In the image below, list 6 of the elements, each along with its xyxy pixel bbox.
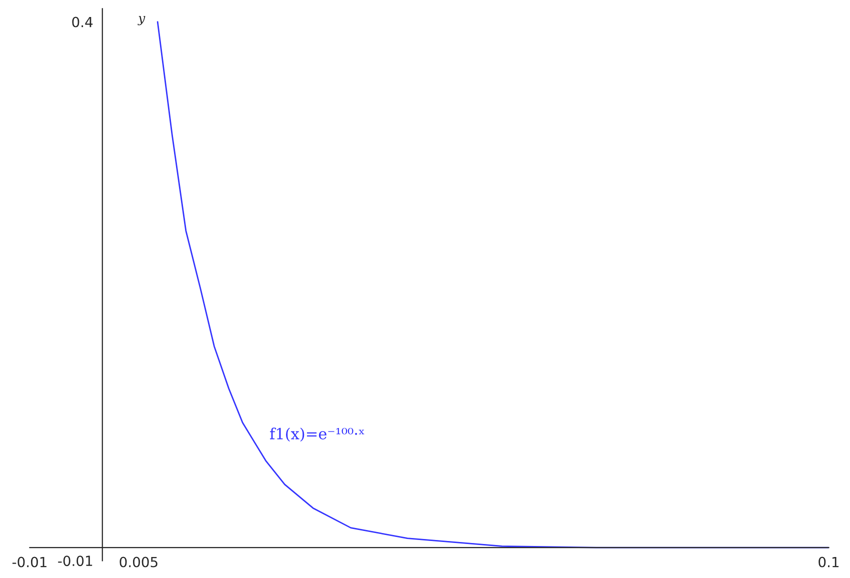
y-tick-label: 0.4 xyxy=(72,16,93,28)
x-tick-label: 0.1 xyxy=(818,556,839,568)
annotation: f1(x)=e⁻¹⁰⁰·ˣ xyxy=(270,428,364,442)
y-axis-title: y xyxy=(138,16,146,26)
x-tick-label: -0.01 xyxy=(12,556,46,568)
x-tick-label: 0.005 xyxy=(120,556,158,568)
